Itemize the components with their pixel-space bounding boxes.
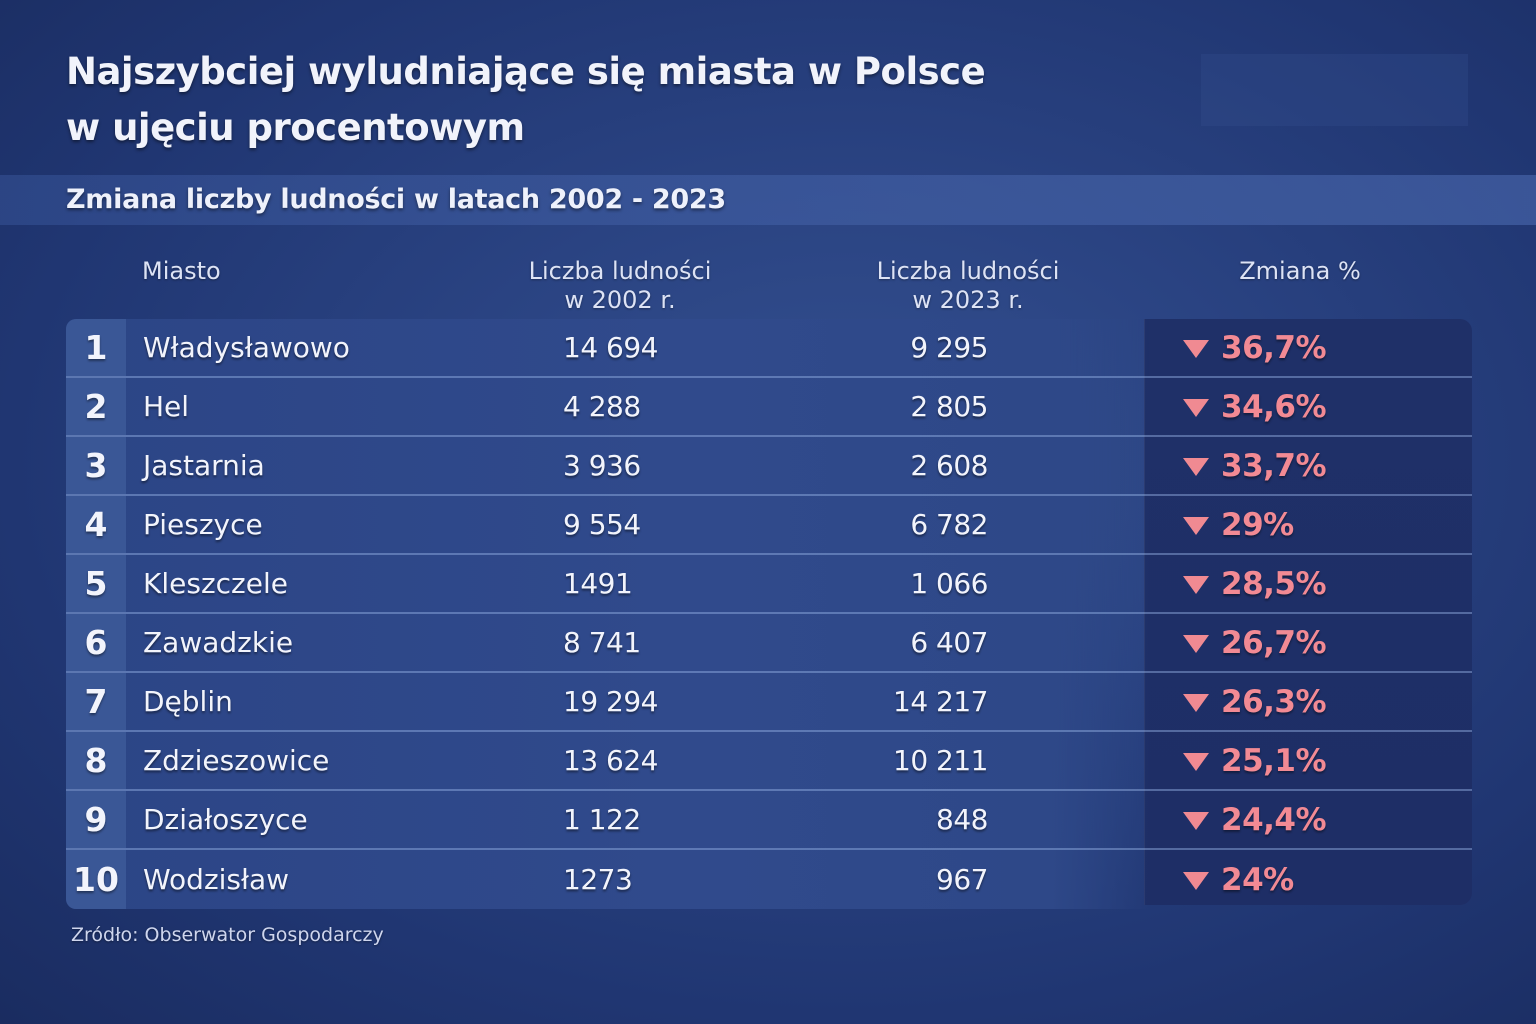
rank-cell: 2 bbox=[66, 378, 126, 435]
pop-2002-cell: 14 694 bbox=[563, 331, 658, 364]
pop-2002-cell: 8 741 bbox=[563, 626, 641, 659]
pop-2002-cell: 1 122 bbox=[563, 803, 641, 836]
pop-2002-cell: 13 624 bbox=[563, 744, 658, 777]
pop-2023-cell: 9 295 bbox=[910, 331, 988, 364]
change-value: 28,5% bbox=[1221, 565, 1327, 602]
pop-2002-cell: 1273 bbox=[563, 863, 633, 896]
change-cell: 26,7% bbox=[1183, 624, 1327, 661]
pop-2023-cell: 967 bbox=[936, 863, 988, 896]
column-header-change-label: Zmiana % bbox=[1239, 257, 1361, 285]
city-cell: Wodzisław bbox=[143, 863, 290, 896]
column-header-pop-2002-line1: Liczba ludności bbox=[528, 257, 712, 285]
table-row: 10 Wodzisław 1273 967 24% bbox=[66, 850, 1472, 909]
change-value: 26,3% bbox=[1221, 683, 1327, 720]
pop-2002-cell: 1491 bbox=[563, 567, 633, 600]
down-triangle-icon bbox=[1183, 693, 1209, 712]
table-row: 4 Pieszyce 9 554 6 782 29% bbox=[66, 496, 1472, 555]
change-cell: 34,6% bbox=[1183, 388, 1327, 425]
change-cell: 28,5% bbox=[1183, 565, 1327, 602]
title-line-1: Najszybciej wyludniające się miasta w Po… bbox=[66, 50, 986, 93]
change-cell: 29% bbox=[1183, 507, 1294, 543]
source-note: Zródło: Obserwator Gospodarczy bbox=[71, 924, 384, 946]
change-cell: 26,3% bbox=[1183, 683, 1327, 720]
rank-cell: 1 bbox=[66, 319, 126, 376]
table-row: 8 Zdzieszowice 13 624 10 211 25,1% bbox=[66, 732, 1472, 791]
city-cell: Zawadzkie bbox=[143, 626, 294, 659]
down-triangle-icon bbox=[1183, 516, 1209, 535]
city-cell: Hel bbox=[143, 390, 190, 423]
pop-2023-cell: 6 407 bbox=[910, 626, 988, 659]
subtitle: Zmiana liczby ludności w latach 2002 - 2… bbox=[66, 184, 726, 215]
change-value: 36,7% bbox=[1221, 329, 1327, 366]
change-value: 29% bbox=[1221, 506, 1294, 543]
pop-2023-cell: 6 782 bbox=[910, 508, 988, 541]
pop-2002-cell: 9 554 bbox=[563, 508, 641, 541]
title-line-2: w ujęciu procentowym bbox=[66, 106, 525, 149]
down-triangle-icon bbox=[1183, 457, 1209, 476]
rank-cell: 9 bbox=[66, 791, 126, 848]
pop-2002-cell: 3 936 bbox=[563, 449, 641, 482]
page-title: Najszybciej wyludniające się miasta w Po… bbox=[66, 44, 986, 156]
pop-2023-cell: 10 211 bbox=[893, 744, 988, 777]
city-cell: Władysławowo bbox=[143, 331, 350, 364]
down-triangle-icon bbox=[1183, 811, 1209, 830]
pop-2023-cell: 2 608 bbox=[910, 449, 988, 482]
change-cell: 25,1% bbox=[1183, 742, 1327, 779]
change-value: 33,7% bbox=[1221, 447, 1327, 484]
column-header-change: Zmiana % bbox=[1170, 257, 1430, 286]
column-header-city-label: Miasto bbox=[142, 257, 221, 285]
change-cell: 36,7% bbox=[1183, 329, 1327, 366]
pop-2023-cell: 14 217 bbox=[893, 685, 988, 718]
city-cell: Pieszyce bbox=[143, 508, 263, 541]
down-triangle-icon bbox=[1183, 634, 1209, 653]
rank-cell: 4 bbox=[66, 496, 126, 553]
column-header-pop-2023-line1: Liczba ludności bbox=[876, 257, 1060, 285]
change-cell: 33,7% bbox=[1183, 447, 1327, 484]
change-value: 26,7% bbox=[1221, 624, 1327, 661]
decorative-panel bbox=[1201, 54, 1468, 126]
column-header-pop-2023: Liczba ludności w 2023 r. bbox=[838, 257, 1098, 315]
pop-2002-cell: 4 288 bbox=[563, 390, 641, 423]
rank-cell: 5 bbox=[66, 555, 126, 612]
column-header-pop-2002-line2: w 2002 r. bbox=[564, 286, 676, 314]
pop-2023-cell: 1 066 bbox=[910, 567, 988, 600]
table-row: 7 Dęblin 19 294 14 217 26,3% bbox=[66, 673, 1472, 732]
change-value: 24% bbox=[1221, 861, 1294, 898]
table-row: 6 Zawadzkie 8 741 6 407 26,7% bbox=[66, 614, 1472, 673]
down-triangle-icon bbox=[1183, 339, 1209, 358]
change-cell: 24% bbox=[1183, 862, 1294, 898]
population-table: 1 Władysławowo 14 694 9 295 36,7% 2 Hel … bbox=[66, 319, 1472, 909]
down-triangle-icon bbox=[1183, 575, 1209, 594]
change-cell: 24,4% bbox=[1183, 801, 1327, 838]
table-row: 3 Jastarnia 3 936 2 608 33,7% bbox=[66, 437, 1472, 496]
city-cell: Jastarnia bbox=[143, 449, 265, 482]
pop-2023-cell: 848 bbox=[936, 803, 988, 836]
table-row: 2 Hel 4 288 2 805 34,6% bbox=[66, 378, 1472, 437]
down-triangle-icon bbox=[1183, 871, 1209, 890]
rank-cell: 8 bbox=[66, 732, 126, 789]
rank-cell: 6 bbox=[66, 614, 126, 671]
city-cell: Zdzieszowice bbox=[143, 744, 330, 777]
city-cell: Kleszczele bbox=[143, 567, 288, 600]
change-value: 24,4% bbox=[1221, 801, 1327, 838]
subtitle-band bbox=[0, 175, 1536, 225]
rank-cell: 10 bbox=[66, 850, 126, 909]
city-cell: Działoszyce bbox=[143, 803, 308, 836]
column-header-pop-2002: Liczba ludności w 2002 r. bbox=[490, 257, 750, 315]
column-header-city: Miasto bbox=[142, 257, 221, 286]
column-header-pop-2023-line2: w 2023 r. bbox=[912, 286, 1024, 314]
change-value: 34,6% bbox=[1221, 388, 1327, 425]
change-value: 25,1% bbox=[1221, 742, 1327, 779]
pop-2023-cell: 2 805 bbox=[910, 390, 988, 423]
rank-cell: 7 bbox=[66, 673, 126, 730]
table-row: 9 Działoszyce 1 122 848 24,4% bbox=[66, 791, 1472, 850]
down-triangle-icon bbox=[1183, 398, 1209, 417]
rank-cell: 3 bbox=[66, 437, 126, 494]
table-row: 1 Władysławowo 14 694 9 295 36,7% bbox=[66, 319, 1472, 378]
city-cell: Dęblin bbox=[143, 685, 233, 718]
table-row: 5 Kleszczele 1491 1 066 28,5% bbox=[66, 555, 1472, 614]
down-triangle-icon bbox=[1183, 752, 1209, 771]
pop-2002-cell: 19 294 bbox=[563, 685, 658, 718]
